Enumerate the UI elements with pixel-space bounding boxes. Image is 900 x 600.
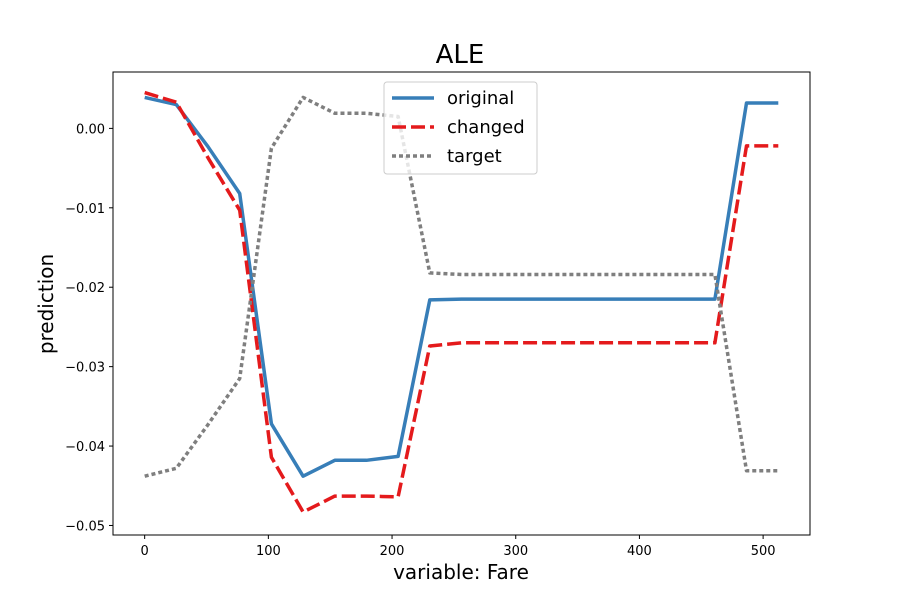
y-tick-label: −0.04 xyxy=(65,440,105,455)
plot-frame xyxy=(112,71,811,536)
y-axis-ticks: 0.00 −0.01 −0.02 −0.03 −0.04 −0.05 xyxy=(65,122,113,534)
x-axis-ticks: 0 100 200 300 400 500 xyxy=(141,535,776,559)
x-tick-label: 300 xyxy=(503,544,528,559)
legend-label-original: original xyxy=(447,88,514,109)
y-tick-label: −0.03 xyxy=(65,361,105,376)
x-tick-label: 500 xyxy=(751,544,776,559)
y-axis-title: prediction xyxy=(34,254,58,354)
x-axis-title: variable: Fare xyxy=(393,560,529,584)
series-line-target xyxy=(144,95,779,478)
y-tick-label: −0.01 xyxy=(65,202,105,217)
legend: original changed target xyxy=(383,81,538,175)
x-tick-label: 100 xyxy=(256,544,281,559)
y-tick-label: 0.00 xyxy=(76,122,105,137)
y-tick-label: −0.05 xyxy=(65,519,105,534)
legend-box xyxy=(383,81,538,175)
x-tick-label: 400 xyxy=(627,544,652,559)
plot-lines xyxy=(144,90,779,514)
x-tick-label: 0 xyxy=(141,544,149,559)
legend-label-changed: changed xyxy=(447,117,525,138)
legend-label-target: target xyxy=(447,146,502,167)
series-line-original xyxy=(144,95,779,478)
series-line-changed xyxy=(144,90,779,514)
x-tick-label: 200 xyxy=(380,544,405,559)
y-tick-label: −0.02 xyxy=(65,281,105,296)
chart-title: ALE xyxy=(436,40,485,70)
